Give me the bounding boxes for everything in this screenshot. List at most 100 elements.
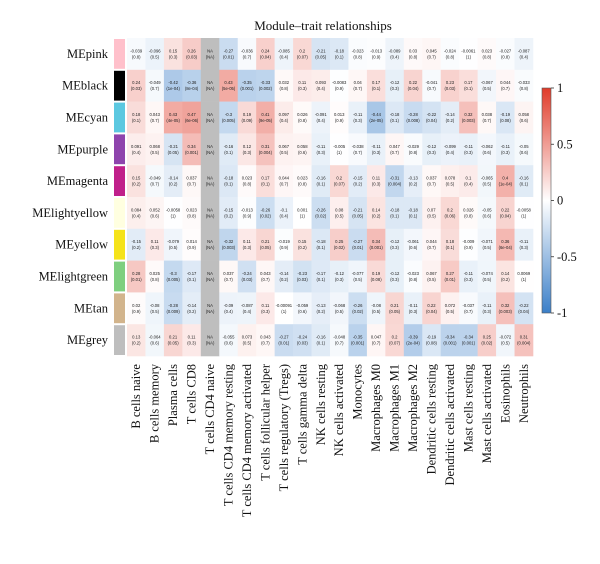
cell-pvalue: (0.8) [446,54,455,59]
cell-pvalue: (0.8) [464,213,473,218]
cell-pvalue: (0.1) [464,86,473,91]
cell-correlation: -0.36 [187,80,197,85]
cell-correlation: 0.037 [186,176,197,181]
cell-correlation: -0.16 [316,335,326,340]
cell-correlation: 0.023 [242,176,253,181]
cell-correlation: 0.34 [188,144,197,149]
heatmap-cell [274,165,294,198]
cell-pvalue: (0.03) [241,277,253,282]
cell-correlation: -0.35 [353,335,363,340]
cell-correlation: -0.024 [444,48,457,53]
cell-pvalue: (0.7) [427,86,436,91]
heatmap-cell [348,133,368,166]
cell-correlation: -0.087 [241,303,254,308]
heatmap-cell [163,101,183,134]
cell-correlation: 0.41 [261,112,270,117]
cell-pvalue: (0.7) [150,118,159,123]
cell-pvalue: (0.004) [388,182,402,187]
cell-correlation: -0.33 [261,80,271,85]
heatmap-cell [348,69,368,102]
cell-correlation: 0.2 [392,335,398,340]
cell-correlation: -0.023 [352,48,365,53]
cell-pvalue: (0.5) [483,277,492,282]
cell-correlation: 0.4 [502,176,508,181]
heatmap-cell [330,324,349,357]
cell-pvalue: (2e-04) [406,341,420,346]
cell-correlation: 0.02 [132,303,141,308]
cell-correlation: 0.097 [279,112,290,117]
column-label: Macrophages M1 [388,364,402,452]
cell-correlation: 0.32 [464,112,473,117]
heatmap-cell [145,165,165,198]
heatmap-cell [293,324,312,357]
heatmap-cell [145,197,165,230]
cell-pvalue: (0.05) [315,54,327,59]
heatmap-cell [422,292,442,325]
cell-correlation: -0.34 [464,335,474,340]
cell-pvalue: (0.2) [132,245,141,250]
cell-pvalue: (0.7) [243,54,252,59]
cell-pvalue: (0.05) [260,245,272,250]
heatmap-cell [219,165,239,198]
heatmap-cell [200,101,220,134]
cell-correlation: -0.0058 [166,207,181,212]
cell-pvalue: (0.05) [168,341,180,346]
cell-pvalue: (0.3) [372,182,381,187]
heatmap-cell [422,228,442,261]
cell-pvalue: (0.6) [519,150,528,155]
cell-correlation: -0.049 [149,176,162,181]
cell-pvalue: (0.01) [444,277,456,282]
cell-correlation: -0.22 [427,112,437,117]
cell-correlation: -0.05 [519,144,529,149]
cell-pvalue: (0.1) [187,277,196,282]
cell-correlation: -0.26 [353,303,363,308]
cell-pvalue: (6e-04) [499,245,513,250]
row-label: MEmagenta [47,174,109,188]
heatmap-cell [403,324,423,357]
cell-pvalue: (0.02) [334,245,346,250]
cell-pvalue: (0.7) [335,341,344,346]
cell-correlation: -0.065 [481,176,494,181]
cell-pvalue: (NA) [206,150,215,155]
cell-pvalue: (0.1) [224,182,233,187]
heatmap-cell [293,101,312,134]
heatmap-cell [293,228,312,261]
cell-pvalue: (0.001) [462,341,476,346]
cell-pvalue: (0.1) [372,86,381,91]
cell-correlation: 0.28 [132,271,141,276]
cell-pvalue: (0.5) [353,277,362,282]
heatmap-cell [182,260,202,293]
heatmap-cell [496,101,515,134]
cell-correlation: 0.17 [464,80,473,85]
module-color-swatch [114,166,125,196]
cell-correlation: 0.17 [261,176,270,181]
cell-correlation: -0.013 [241,207,254,212]
heatmap-cell [477,260,497,293]
cell-correlation: -0.14 [187,303,197,308]
cell-pvalue: (NA) [206,341,215,346]
cell-correlation: 0.068 [149,144,160,149]
heatmap-cell [330,228,349,261]
heatmap-cell [385,324,405,357]
heatmap-cell [274,38,294,71]
cell-correlation: 0.31 [520,335,529,340]
cell-correlation: -0.23 [298,271,308,276]
heatmap-cell [311,165,331,198]
column-label: NK cells resting [314,363,328,445]
cell-correlation: -0.3 [225,112,233,117]
heatmap-cell [385,292,405,325]
heatmap-cell [348,292,368,325]
row-label: MElightyellow [32,206,108,220]
heatmap-cell [274,228,294,261]
heatmap-cell [440,38,460,71]
cell-correlation: -0.16 [519,176,529,181]
heatmap-cell [330,292,349,325]
cell-pvalue: (0.2) [372,213,381,218]
heatmap-cell [385,101,405,134]
cell-correlation: 0.04 [354,80,363,85]
heatmap-cell [403,260,423,293]
cell-pvalue: (0.2) [298,245,307,250]
column-label: Neutrophils [517,364,531,423]
heatmap-cell [145,228,165,261]
cell-correlation: -0.12 [390,271,400,276]
